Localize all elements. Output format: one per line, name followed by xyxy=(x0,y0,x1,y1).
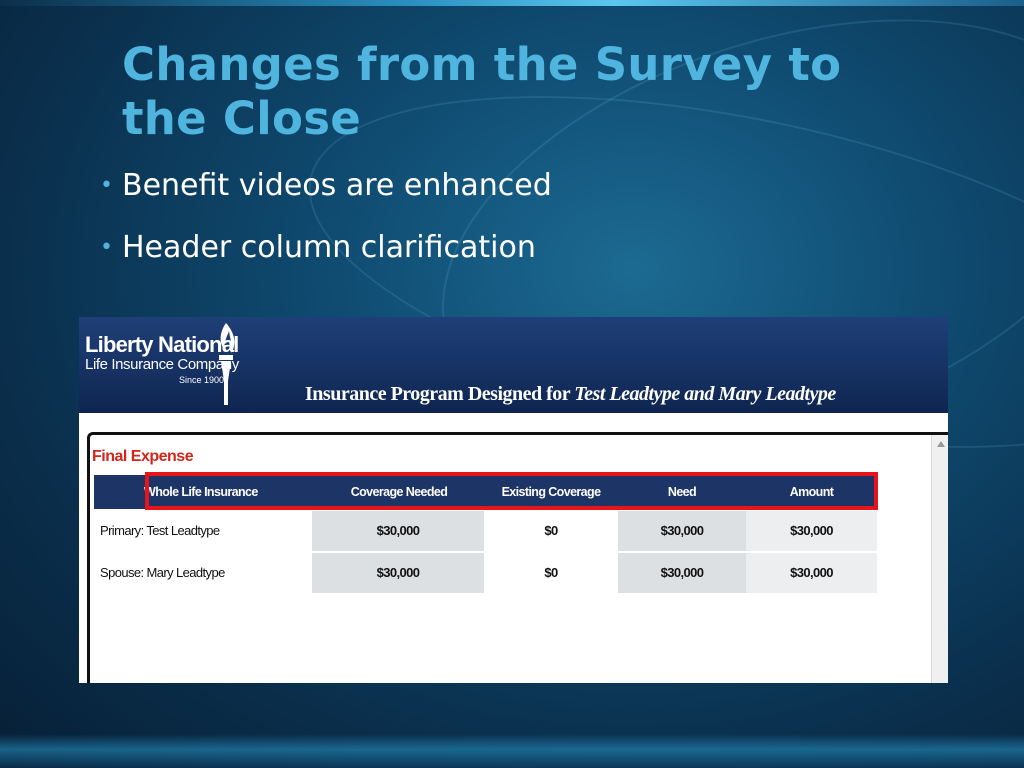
table-header: Whole Life Insurance Coverage Needed Exi… xyxy=(94,475,877,509)
slide-title: Changes from the Survey to the Close xyxy=(122,38,842,145)
column-header: Whole Life Insurance xyxy=(144,485,258,499)
coverage-needed-cell: $30,000 xyxy=(312,511,484,551)
program-title: Insurance Program Designed for Test Lead… xyxy=(305,383,836,406)
top-accent-bar xyxy=(0,0,1024,6)
column-header: Existing Coverage xyxy=(501,485,601,499)
table-row: Primary: Test Leadtype $30,000 $0 $30,00… xyxy=(94,511,877,551)
bottom-accent-band xyxy=(0,734,1024,768)
existing-coverage-cell: $0 xyxy=(544,565,558,580)
header-highlight-box xyxy=(145,472,878,510)
scroll-up-arrow-icon[interactable] xyxy=(937,441,945,447)
bullet-list: • Benefit videos are enhanced • Header col… xyxy=(100,166,552,290)
bullet-item: • Header column clarification xyxy=(100,228,552,268)
table-row: Spouse: Mary Leadtype $30,000 $0 $30,000… xyxy=(94,553,877,593)
bullet-icon: • xyxy=(100,173,113,198)
coverage-needed-cell: $30,000 xyxy=(312,553,484,593)
app-header-bar: Liberty National Life Insurance Company … xyxy=(79,317,948,413)
app-screenshot: Liberty National Life Insurance Company … xyxy=(79,317,948,683)
logo-since: Since 1900 xyxy=(179,375,225,385)
torch-icon xyxy=(219,323,235,405)
column-header: Coverage Needed xyxy=(350,485,448,499)
row-label: Primary: Test Leadtype xyxy=(100,523,220,538)
column-header: Need xyxy=(667,485,697,499)
bullet-text: Benefit videos are enhanced xyxy=(122,168,552,203)
program-title-prefix: Insurance Program Designed for xyxy=(305,383,575,405)
bullet-text: Header column clarification xyxy=(122,230,536,265)
existing-coverage-cell: $0 xyxy=(544,523,558,538)
logo-subtitle: Life Insurance Company xyxy=(85,356,239,373)
column-header: Amount xyxy=(789,485,834,499)
need-cell: $30,000 xyxy=(618,511,746,551)
amount-cell: $30,000 xyxy=(746,511,877,551)
company-logo: Liberty National Life Insurance Company … xyxy=(85,333,239,386)
amount-cell: $30,000 xyxy=(746,553,877,593)
row-label: Spouse: Mary Leadtype xyxy=(100,565,225,580)
section-title: Final Expense xyxy=(92,448,194,465)
bullet-item: • Benefit videos are enhanced xyxy=(100,166,552,206)
logo-name: Liberty National xyxy=(85,332,239,357)
bullet-icon: • xyxy=(100,235,113,260)
need-cell: $30,000 xyxy=(618,553,746,593)
vertical-scrollbar[interactable] xyxy=(931,435,948,683)
program-title-names: Test Leadtype and Mary Leadtype xyxy=(574,383,836,405)
